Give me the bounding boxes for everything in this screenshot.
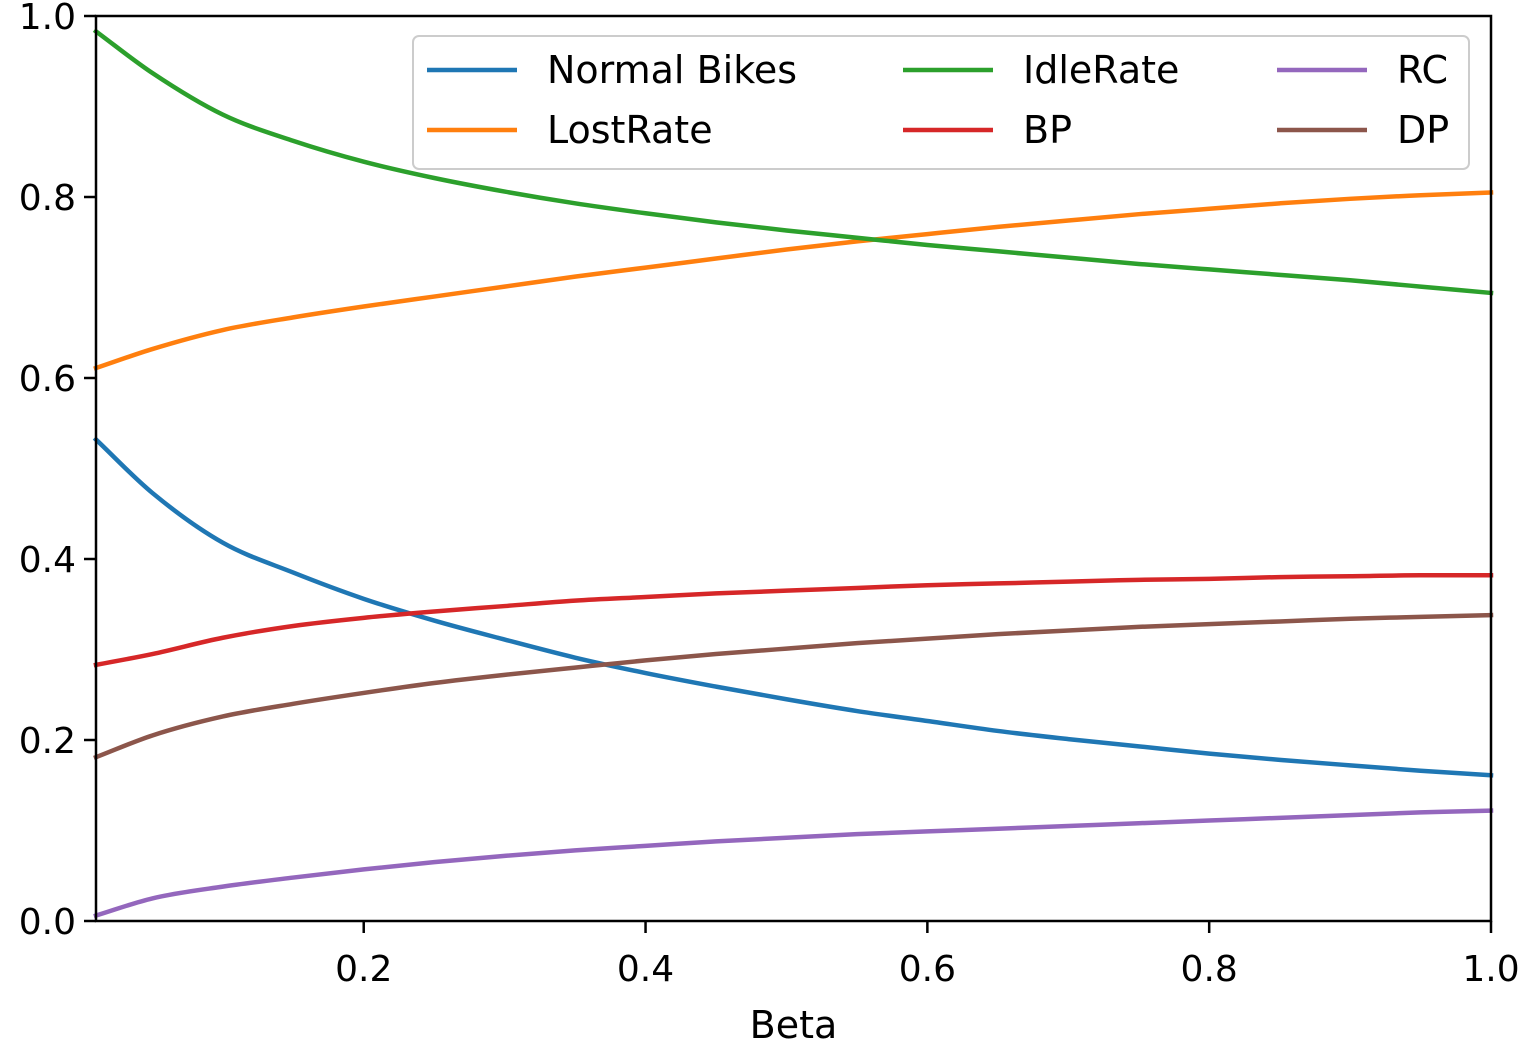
series-line-normal-bikes	[92, 436, 1494, 778]
y-tick-label: 0.0	[19, 902, 76, 943]
x-tick-label: 0.8	[1181, 949, 1238, 990]
series-line-rc	[93, 808, 1494, 919]
legend-label-idlerate: IdleRate	[1023, 48, 1179, 92]
legend-label-lostrate: LostRate	[547, 108, 713, 152]
y-tick-label: 0.2	[19, 721, 76, 762]
series-line-bp	[93, 573, 1494, 668]
legend-box	[412, 35, 1470, 170]
plot-frame	[94, 14, 1493, 923]
axis-ticks: 0.2 0.4 0.6 0.8 1.0 0.0 0.2 0.4 0.6 0.8 1.0	[19, 0, 1520, 990]
y-tick-label: 0.8	[19, 178, 76, 219]
series-line-idlerate	[92, 28, 1494, 296]
y-tick-label: 0.4	[19, 540, 76, 581]
x-tick-label: 1.0	[1462, 949, 1519, 990]
series-line-dp	[93, 612, 1494, 761]
x-tick-label: 0.4	[617, 949, 674, 990]
x-axis-label: Beta	[750, 1003, 838, 1047]
series-layer	[92, 28, 1494, 919]
legend-label-bp: BP	[1023, 108, 1072, 152]
legend: Normal Bikes LostRate IdleRate BP RC DP	[412, 35, 1470, 170]
series-line-lostrate	[93, 190, 1494, 371]
x-tick-label: 0.2	[335, 949, 392, 990]
y-tick-label: 0.6	[19, 359, 76, 400]
legend-label-dp: DP	[1397, 108, 1449, 152]
legend-label-rc: RC	[1397, 48, 1448, 92]
y-tick-label: 1.0	[19, 0, 76, 38]
x-tick-label: 0.6	[899, 949, 956, 990]
legend-label-normal-bikes: Normal Bikes	[547, 48, 797, 92]
